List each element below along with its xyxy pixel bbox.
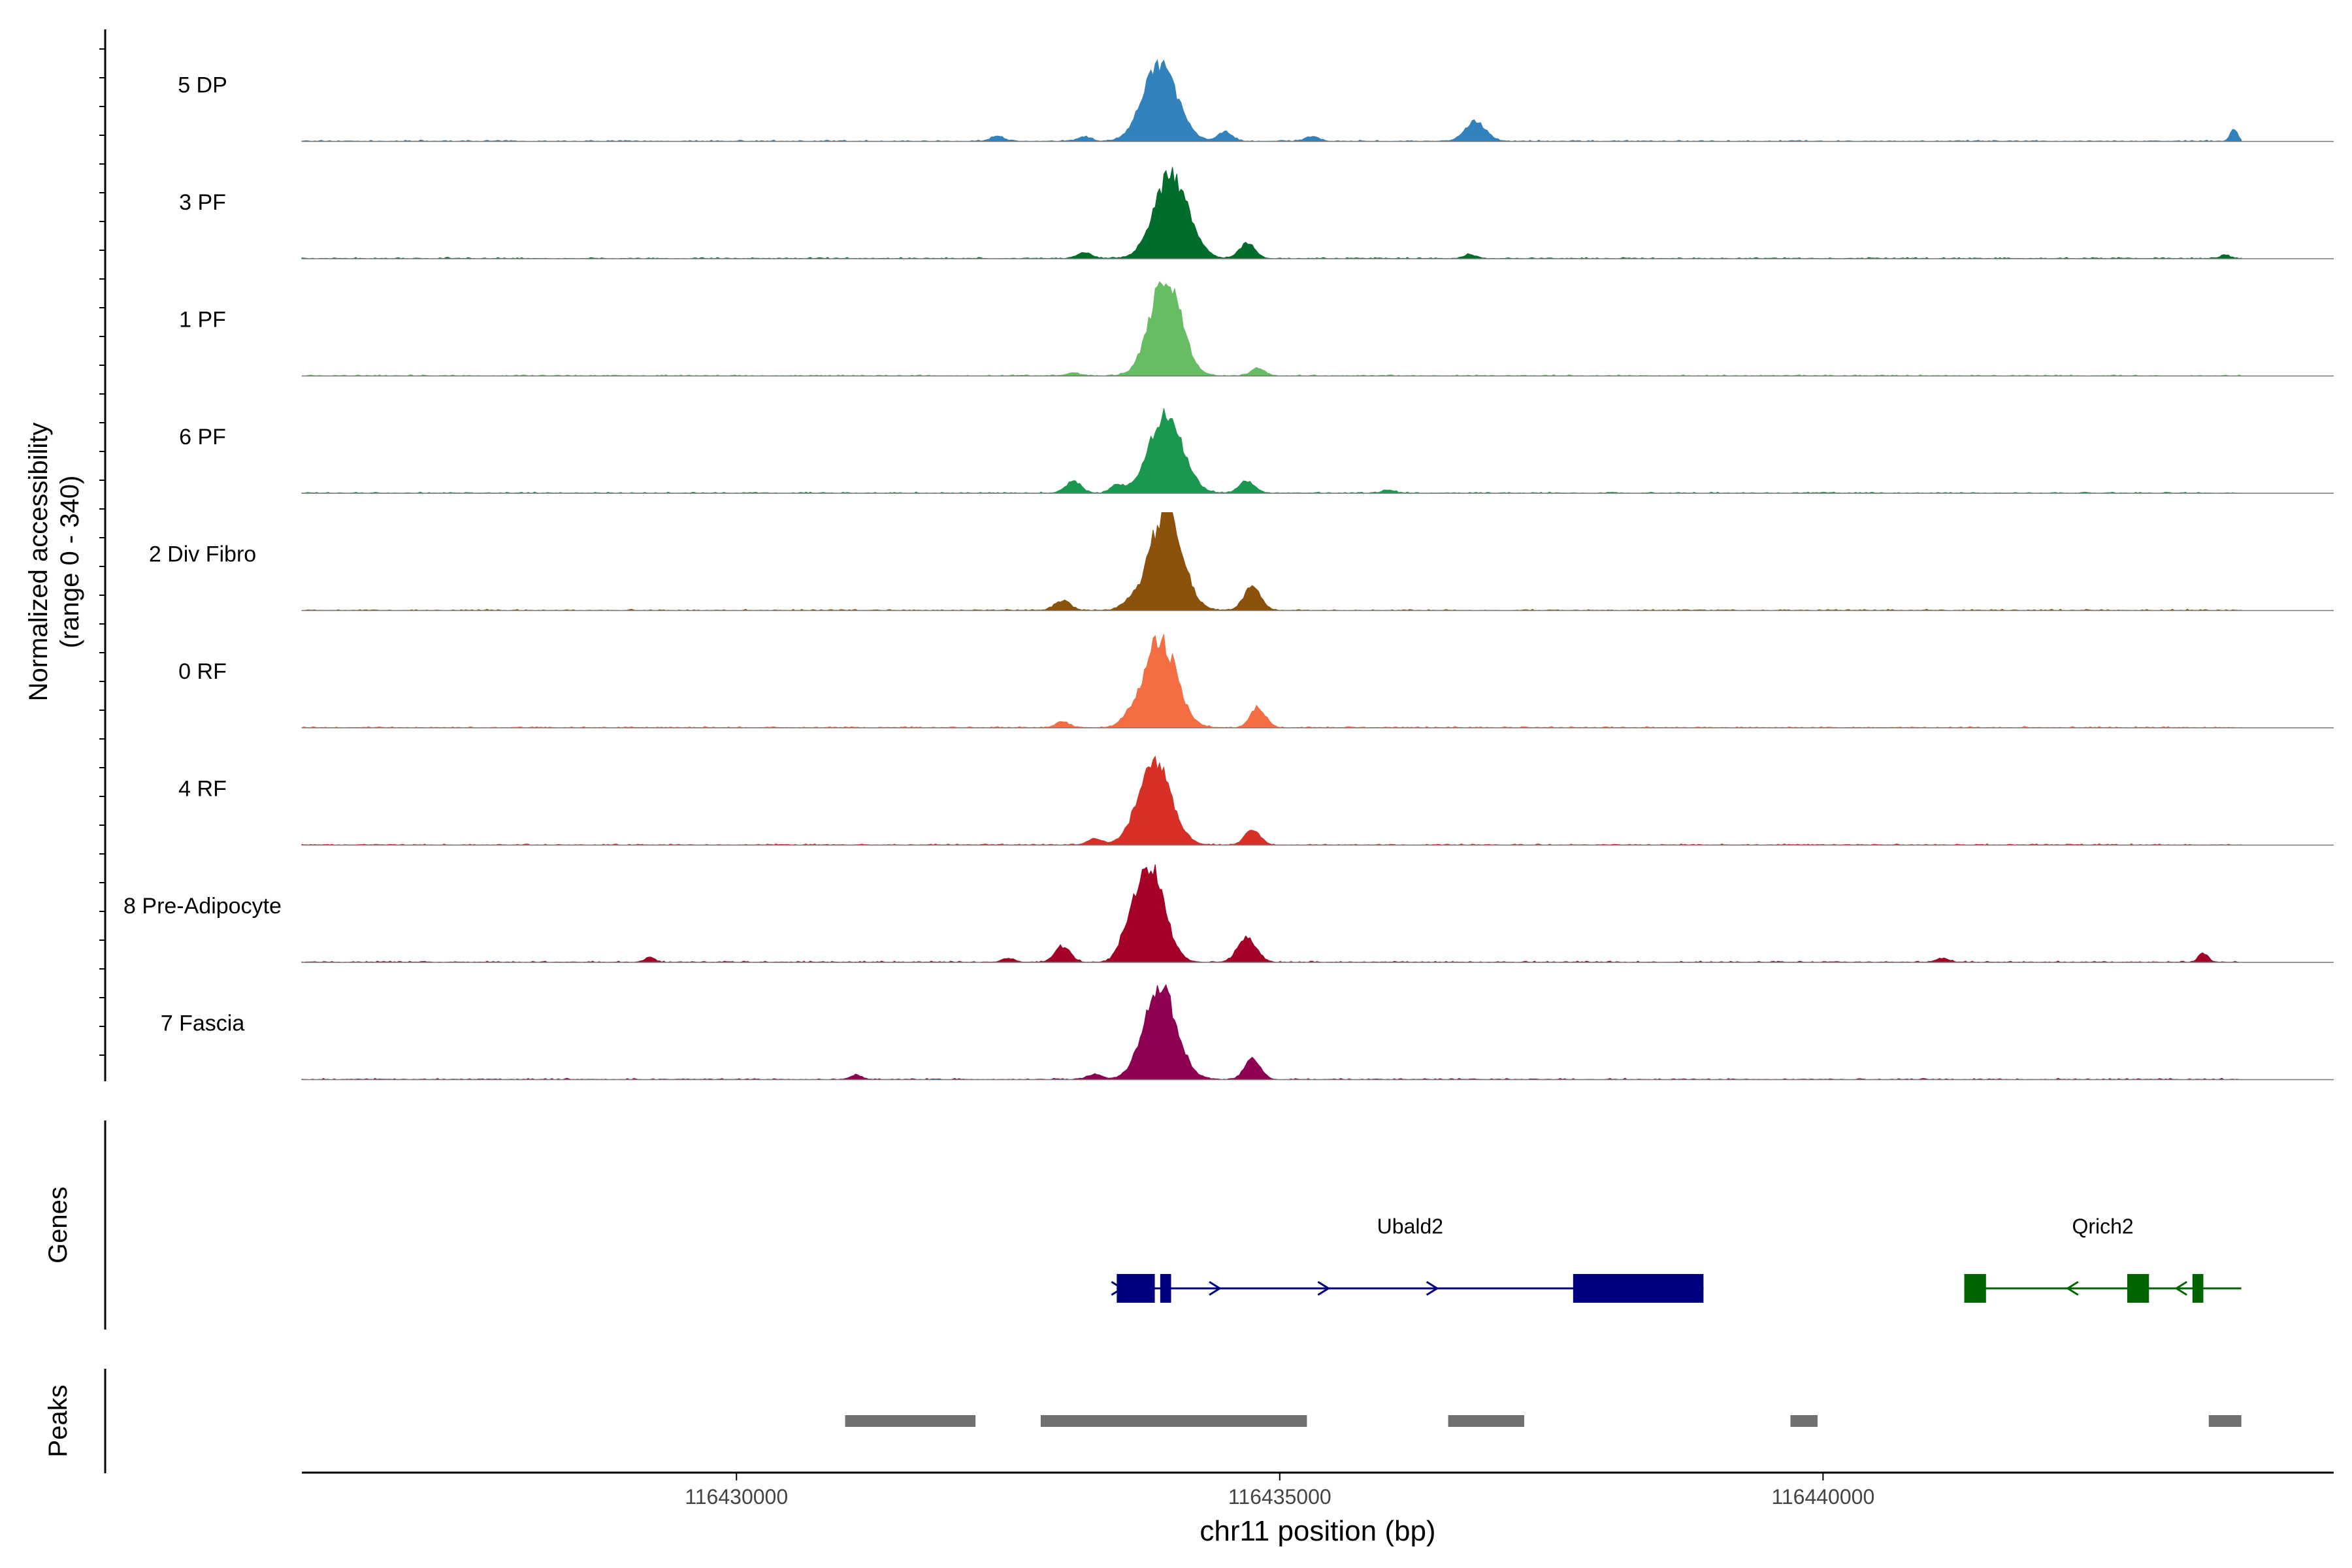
- gene-exon: [1964, 1274, 1986, 1303]
- track-7-fascia: 7 Fascia: [161, 983, 2334, 1081]
- track-8-pre-adipocyte: 8 Pre-Adipocyte: [123, 864, 2334, 963]
- x-axis-ticks: 116430000 116435000 116440000: [685, 1473, 1874, 1509]
- strand-arrow: [1317, 1281, 1331, 1296]
- coverage-area: [301, 59, 2242, 142]
- x-tick-label: 116435000: [1228, 1485, 1331, 1509]
- coverage-area: [301, 512, 2242, 612]
- gene-label: Qrich2: [2072, 1215, 2133, 1238]
- coverage-area: [301, 983, 2242, 1081]
- gene-exon: [1160, 1274, 1171, 1303]
- track-label: 8 Pre-Adipocyte: [123, 894, 282, 919]
- track-0-rf: 0 RF: [178, 634, 2334, 728]
- peak-region: [1040, 1415, 1307, 1427]
- x-axis-title: chr11 position (bp): [1200, 1515, 1435, 1547]
- peak-region: [2208, 1415, 2242, 1427]
- track-label: 1 PF: [179, 308, 226, 333]
- peak-region: [845, 1415, 976, 1427]
- coverage-area: [301, 864, 2242, 963]
- coverage-area: [301, 755, 2242, 846]
- track-label: 4 RF: [178, 777, 227, 802]
- track-2-div-fibro: 2 Div Fibro: [149, 512, 2334, 612]
- track-label: 7 Fascia: [161, 1011, 245, 1036]
- coverage-area: [301, 281, 2242, 377]
- gene-exon: [1573, 1274, 1704, 1303]
- strand-arrow: [2174, 1281, 2187, 1296]
- gene-exon: [2192, 1274, 2204, 1303]
- strand-arrow: [1209, 1281, 1222, 1296]
- coverage-y-title: Normalized accessibility: [24, 423, 53, 702]
- track-label: 5 DP: [178, 73, 227, 98]
- strand-arrow: [1111, 1281, 1124, 1296]
- coverage-area: [301, 634, 2242, 728]
- x-tick-label: 116440000: [1771, 1485, 1874, 1509]
- strand-arrow: [1426, 1281, 1439, 1296]
- peak-region: [1790, 1415, 1818, 1427]
- gene-qrich2: Qrich2: [1964, 1215, 2242, 1303]
- track-4-rf: 4 RF: [178, 755, 2334, 846]
- x-tick-label: 116430000: [685, 1485, 788, 1509]
- gene-track: Ubald2 Qrich2: [1111, 1215, 2242, 1303]
- coverage-y-ticks: [99, 48, 105, 1056]
- coverage-area: [301, 408, 2242, 494]
- track-1-pf: 1 PF: [179, 281, 2334, 377]
- track-3-pf: 3 PF: [179, 167, 2334, 259]
- track-6-pf: 6 PF: [179, 408, 2334, 494]
- coverage-y-range: (range 0 - 340): [56, 476, 84, 649]
- coverage-area: [301, 167, 2242, 259]
- track-label: 2 Div Fibro: [149, 542, 256, 567]
- track-label: 6 PF: [179, 425, 226, 449]
- track-label: 3 PF: [179, 190, 226, 215]
- peak-track: [845, 1415, 2242, 1427]
- track-label: 0 RF: [178, 659, 227, 684]
- gene-label: Ubald2: [1377, 1215, 1443, 1238]
- peaks-y-title: Peaks: [44, 1384, 73, 1457]
- strand-arrow: [2066, 1281, 2079, 1296]
- genes-y-title: Genes: [44, 1186, 73, 1264]
- gene-ubald2: Ubald2: [1111, 1215, 1704, 1303]
- coverage-tracks: 5 DP 3 PF 1 PF 6 PF 2 Div Fibro 0 RF 4 RF 8 Pre…: [123, 59, 2334, 1081]
- track-5-dp: 5 DP: [178, 59, 2334, 142]
- gene-exon: [2127, 1274, 2149, 1303]
- peak-region: [1448, 1415, 1524, 1427]
